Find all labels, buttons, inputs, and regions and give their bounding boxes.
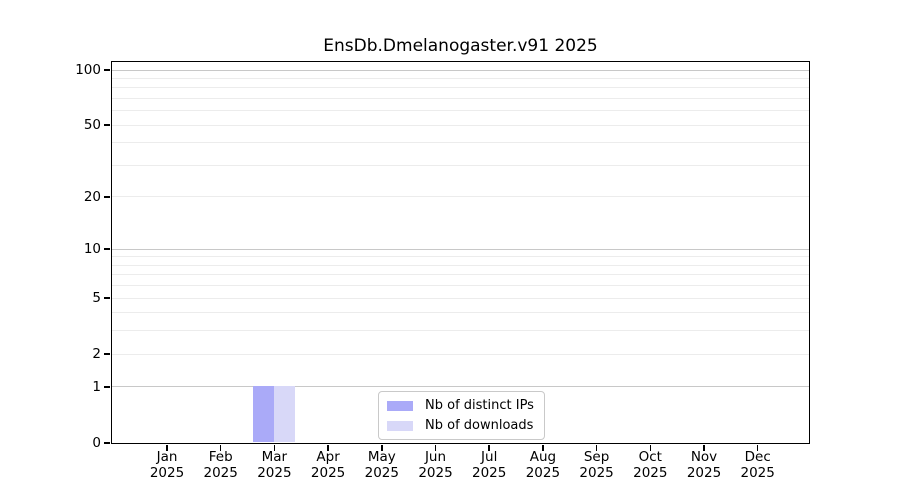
gridline-minor [111, 297, 809, 299]
bar-downloads-mar [273, 386, 295, 443]
gridline-minor [111, 264, 809, 266]
gridline-minor [111, 285, 809, 287]
y-axis-tick [104, 69, 110, 71]
gridline-minor [111, 110, 809, 112]
y-axis-tick [104, 442, 110, 444]
y-axis-tick-label: 1 [92, 378, 101, 395]
legend: Nb of distinct IPs Nb of downloads [378, 391, 545, 440]
gridline-minor [111, 77, 809, 79]
x-axis-tick [166, 444, 168, 451]
legend-swatch-distinct-ips [387, 400, 413, 411]
gridline-minor [111, 256, 809, 258]
y-axis-tick [104, 353, 110, 355]
gridline-minor [111, 196, 809, 198]
x-axis-tick-label: Mar 2025 [257, 449, 292, 481]
legend-entry-downloads: Nb of downloads [387, 417, 534, 434]
legend-label-distinct-ips: Nb of distinct IPs [425, 398, 534, 413]
y-axis-tick-label: 5 [92, 290, 101, 307]
y-axis-tick [104, 124, 110, 126]
bar-distinct-ips-mar [252, 386, 274, 443]
x-axis-tick [649, 444, 652, 451]
gridline-major [111, 386, 809, 388]
legend-swatch-downloads [387, 420, 413, 431]
x-axis-tick [595, 444, 598, 451]
y-axis-tick-label: 0 [92, 435, 101, 451]
chart-title: EnsDb.Dmelanogaster.v91 2025 [323, 36, 598, 56]
x-axis-tick [327, 444, 329, 451]
y-axis-tick-label: 50 [83, 117, 101, 134]
y-axis-tick [104, 248, 110, 250]
x-axis-tick-label: Oct 2025 [633, 449, 668, 481]
x-axis-tick [488, 444, 490, 451]
gridline-minor [111, 312, 809, 314]
gridline-minor [111, 97, 809, 99]
x-axis-tick-label: Apr 2025 [310, 449, 346, 481]
gridline-major [111, 248, 809, 250]
gridline-minor [111, 142, 809, 144]
plot-area [110, 60, 810, 444]
x-axis-tick [219, 444, 222, 451]
x-axis-tick [381, 444, 383, 451]
gridline-minor [111, 353, 809, 355]
legend-entry-distinct-ips: Nb of distinct IPs [387, 397, 534, 414]
gridline-minor [111, 164, 809, 166]
gridline-minor [111, 87, 809, 89]
gridline-minor [111, 330, 809, 332]
x-axis-tick-label: Aug 2025 [525, 449, 561, 481]
legend-label-downloads: Nb of downloads [425, 418, 534, 433]
x-axis-tick-label: May 2025 [364, 449, 399, 481]
y-axis-tick-label: 100 [75, 62, 101, 78]
x-axis-tick-label: Feb 2025 [203, 449, 238, 481]
x-axis-tick [756, 444, 759, 451]
x-axis-tick-label: Dec 2025 [740, 449, 775, 481]
x-axis-tick-label: Sep 2025 [579, 449, 614, 481]
x-axis-tick [703, 444, 705, 451]
x-axis-tick [542, 444, 544, 451]
y-axis-tick-label: 2 [92, 346, 101, 363]
gridline-major [111, 69, 809, 71]
x-axis-tick [434, 444, 437, 451]
gridline-minor [111, 124, 809, 126]
y-axis-tick-label: 10 [83, 241, 101, 258]
y-axis-tick [104, 196, 110, 198]
x-axis-tick-label: Jun 2025 [418, 449, 453, 481]
gridline-minor [111, 274, 809, 276]
x-axis-tick-label: Jul 2025 [472, 449, 507, 481]
x-axis-tick [273, 444, 276, 451]
y-axis-tick [104, 386, 110, 388]
y-axis-tick-label: 20 [83, 188, 101, 205]
x-axis-tick-label: Nov 2025 [686, 449, 722, 481]
y-axis-tick [104, 297, 110, 299]
x-axis-tick-label: Jan 2025 [149, 449, 185, 481]
